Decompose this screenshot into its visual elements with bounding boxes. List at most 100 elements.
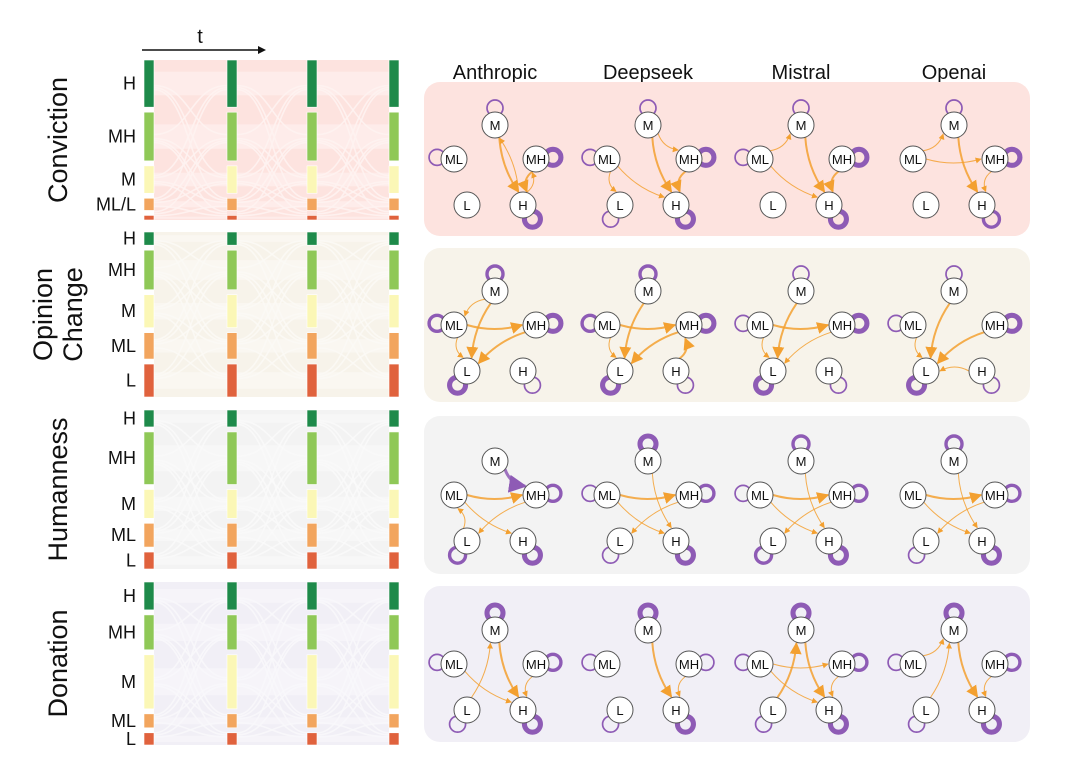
sankey-flow — [236, 241, 308, 309]
sankey-bar-mh — [143, 111, 155, 162]
node-mh — [981, 481, 1009, 509]
node-label: L — [616, 534, 623, 549]
node-label: H — [977, 364, 986, 379]
sankey-flow — [236, 273, 308, 343]
node-label: ML — [751, 657, 769, 672]
row-donation: DonationHMHMMLLMMHHLMLMMHHLMLMMHHLMLMMHH… — [43, 581, 1030, 749]
node-label: H — [824, 703, 833, 718]
transition-edge — [804, 642, 826, 698]
transition-edge — [823, 170, 840, 193]
node-ml — [440, 145, 468, 173]
sankey-flow — [153, 421, 228, 501]
node-mh — [981, 145, 1009, 173]
node-ml — [746, 650, 774, 678]
sankey-flow — [236, 683, 308, 720]
transition-edge — [619, 492, 677, 504]
node-label: MH — [985, 318, 1005, 333]
node-label: H — [824, 198, 833, 213]
sankey-flow — [236, 722, 308, 738]
transition-edge — [784, 501, 832, 534]
node-label: H — [977, 703, 986, 718]
sankey-flow — [236, 635, 308, 718]
sankey-flow — [236, 139, 308, 202]
transition-edge — [657, 133, 679, 153]
transition-edge — [617, 501, 665, 535]
sankey-bar-h — [388, 231, 400, 246]
node-l — [912, 527, 940, 555]
transition-edge — [936, 331, 985, 365]
node-label: M — [949, 623, 960, 638]
sankey-flow — [236, 239, 308, 269]
sankey-flow — [316, 421, 390, 501]
node-mh — [522, 481, 550, 509]
sankey-flow — [316, 423, 390, 530]
sankey-bar-mh — [226, 614, 238, 651]
sankey-flow — [316, 182, 390, 215]
sankey-bar-h — [143, 581, 155, 611]
model-header-mistral: Mistral — [772, 62, 831, 84]
sankey-flow — [153, 141, 228, 213]
node-label: L — [769, 703, 776, 718]
sankey-flow — [236, 507, 308, 558]
node-label: ML — [904, 152, 922, 167]
model-header-anthropic: Anthropic — [453, 62, 538, 84]
sankey-flow — [153, 182, 228, 215]
sankey-bar-m — [226, 654, 238, 710]
sankey-flow — [153, 459, 228, 503]
sankey-bar-h — [306, 59, 318, 108]
sankey-bar-h — [388, 581, 400, 611]
sankey-flow — [316, 84, 390, 136]
category-label: MH — [108, 260, 136, 280]
node-label: MH — [832, 657, 852, 672]
sankey-flow — [236, 419, 308, 458]
node-label: ML — [751, 152, 769, 167]
sankey-flow — [316, 347, 390, 380]
sankey-flow — [153, 461, 228, 532]
sankey-flow — [316, 507, 390, 558]
sankey-flow — [316, 459, 390, 503]
sankey-flow — [316, 507, 390, 558]
node-label: MH — [679, 488, 699, 503]
sankey-flow — [153, 137, 228, 179]
transition-graph-deepseek: M MH H L ML — [581, 602, 715, 735]
node-l — [759, 191, 787, 219]
transition-edge — [957, 642, 979, 698]
transition-graph-openai: M MH H L ML — [887, 602, 1022, 735]
sankey-flow — [316, 139, 390, 202]
transition-graph-openai: M MH H L ML — [887, 265, 1023, 396]
sankey-bar-ml — [226, 197, 238, 211]
node-label: L — [922, 364, 929, 379]
sankey-flow — [236, 141, 308, 213]
row-title-line: Opinion — [28, 268, 58, 361]
sankey-flow — [316, 243, 390, 341]
sankey-bar-m — [306, 654, 318, 710]
sankey-flow — [316, 536, 390, 560]
sankey-flow — [236, 84, 308, 136]
sankey-bar-ml — [226, 332, 238, 360]
sankey-flow — [153, 637, 228, 734]
node-l — [912, 191, 940, 219]
sankey-flows — [153, 71, 390, 219]
category-label: H — [123, 586, 136, 606]
sankey-flow — [236, 463, 308, 556]
node-m — [634, 616, 662, 644]
sankey-flow — [236, 459, 308, 503]
transition-edge — [770, 670, 818, 704]
sankey-flow — [316, 239, 390, 269]
node-ml — [899, 650, 927, 678]
sankey-bar-l — [388, 732, 400, 746]
sankey-bar-ml — [388, 523, 400, 548]
node-l — [759, 357, 787, 385]
sankey-flow — [236, 459, 308, 503]
sankey-flow — [153, 419, 228, 458]
node-m — [634, 447, 662, 475]
sankey-flow — [236, 347, 308, 380]
sankey-flow — [153, 507, 228, 558]
sankey-bar-h — [306, 409, 318, 428]
sankey-flow — [236, 137, 308, 179]
sankey-bar-ml — [388, 713, 400, 729]
transition-edge — [761, 337, 770, 358]
node-label: M — [643, 118, 654, 133]
node-h — [662, 696, 690, 724]
transition-edge — [631, 501, 679, 534]
